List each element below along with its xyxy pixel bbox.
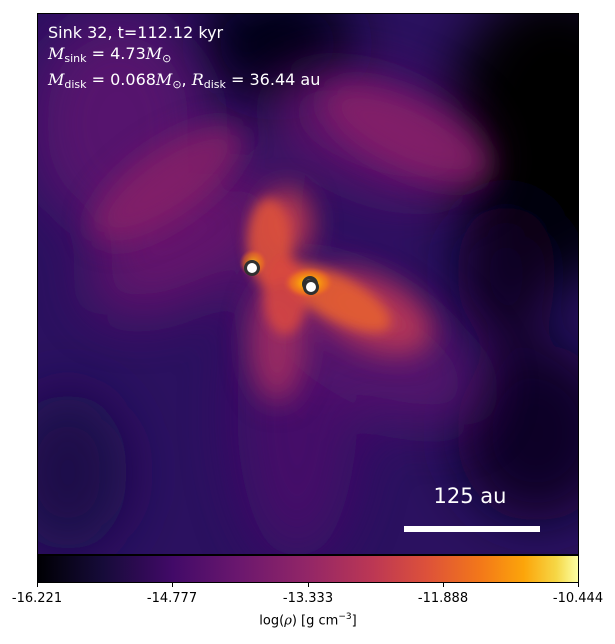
sink-info: Sink 32, t=112.12 kyr Msink = 4.73M⊙ Mdi… xyxy=(48,22,320,95)
colorbar-label-rho: ρ xyxy=(284,613,292,629)
colorbar-tick xyxy=(172,583,173,587)
density-map: Sink 32, t=112.12 kyr Msink = 4.73M⊙ Mdi… xyxy=(37,13,579,555)
colorbar-tick xyxy=(578,583,579,587)
colorbar-tick-label: -13.333 xyxy=(282,591,334,606)
disk-mass-solar: ⊙ xyxy=(172,78,182,91)
disk-radius-symbol: R xyxy=(191,70,204,89)
sink-mass: Msink = 4.73M⊙ xyxy=(48,43,320,69)
sink-mass-value: = 4.73 xyxy=(91,44,146,63)
sink-mass-subscript: sink xyxy=(64,52,87,65)
disk-mass-subscript: disk xyxy=(64,78,87,91)
density-map-image xyxy=(38,14,578,554)
colorbar-tick xyxy=(37,583,38,587)
sink-mass-unit: M xyxy=(145,44,163,63)
disk-radius-value: = 36.44 au xyxy=(231,70,321,89)
colorbar-label: log(ρ) [g cm−3] xyxy=(208,612,408,628)
disk-radius-subscript: disk xyxy=(203,78,226,91)
disk-separator: , xyxy=(181,70,187,89)
colorbar-tick-label: -14.777 xyxy=(146,591,198,606)
sink-label: Sink 32, t=112.12 kyr xyxy=(48,23,224,42)
disk-mass-value: = 0.068 xyxy=(91,70,156,89)
disk-mass-unit: M xyxy=(155,70,173,89)
sink-marker-c xyxy=(303,279,319,295)
colorbar-tick xyxy=(443,583,444,587)
sink-marker-a xyxy=(244,260,260,276)
colorbar xyxy=(37,555,579,583)
colorbar-tick-label: -11.888 xyxy=(417,591,469,606)
colorbar-label-prefix: log( xyxy=(259,613,285,629)
colorbar-tick-label: -10.444 xyxy=(552,591,604,606)
colorbar-label-exponent: −3 xyxy=(338,612,352,622)
colorbar-label-units: ) [g cm xyxy=(291,613,339,629)
sink-mass-symbol: M xyxy=(48,44,65,63)
colorbar-tick-label: -16.221 xyxy=(11,591,63,606)
colorbar-tick xyxy=(308,583,309,587)
colorbar-label-close: ] xyxy=(351,613,357,629)
disk-properties: Mdisk = 0.068M⊙, Rdisk = 36.44 au xyxy=(48,69,320,95)
disk-mass-symbol: M xyxy=(48,70,65,89)
scale-bar-label: 125 au xyxy=(433,484,507,508)
scale-bar xyxy=(404,526,540,532)
sink-mass-solar: ⊙ xyxy=(162,52,172,65)
